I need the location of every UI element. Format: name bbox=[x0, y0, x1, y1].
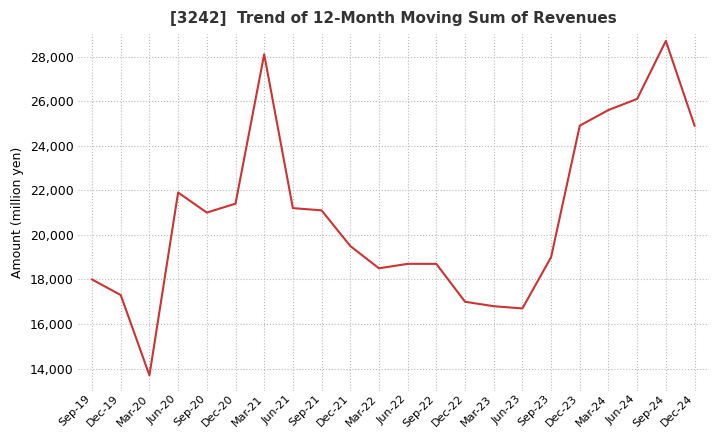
Title: [3242]  Trend of 12-Month Moving Sum of Revenues: [3242] Trend of 12-Month Moving Sum of R… bbox=[170, 11, 616, 26]
Y-axis label: Amount (million yen): Amount (million yen) bbox=[11, 147, 24, 278]
